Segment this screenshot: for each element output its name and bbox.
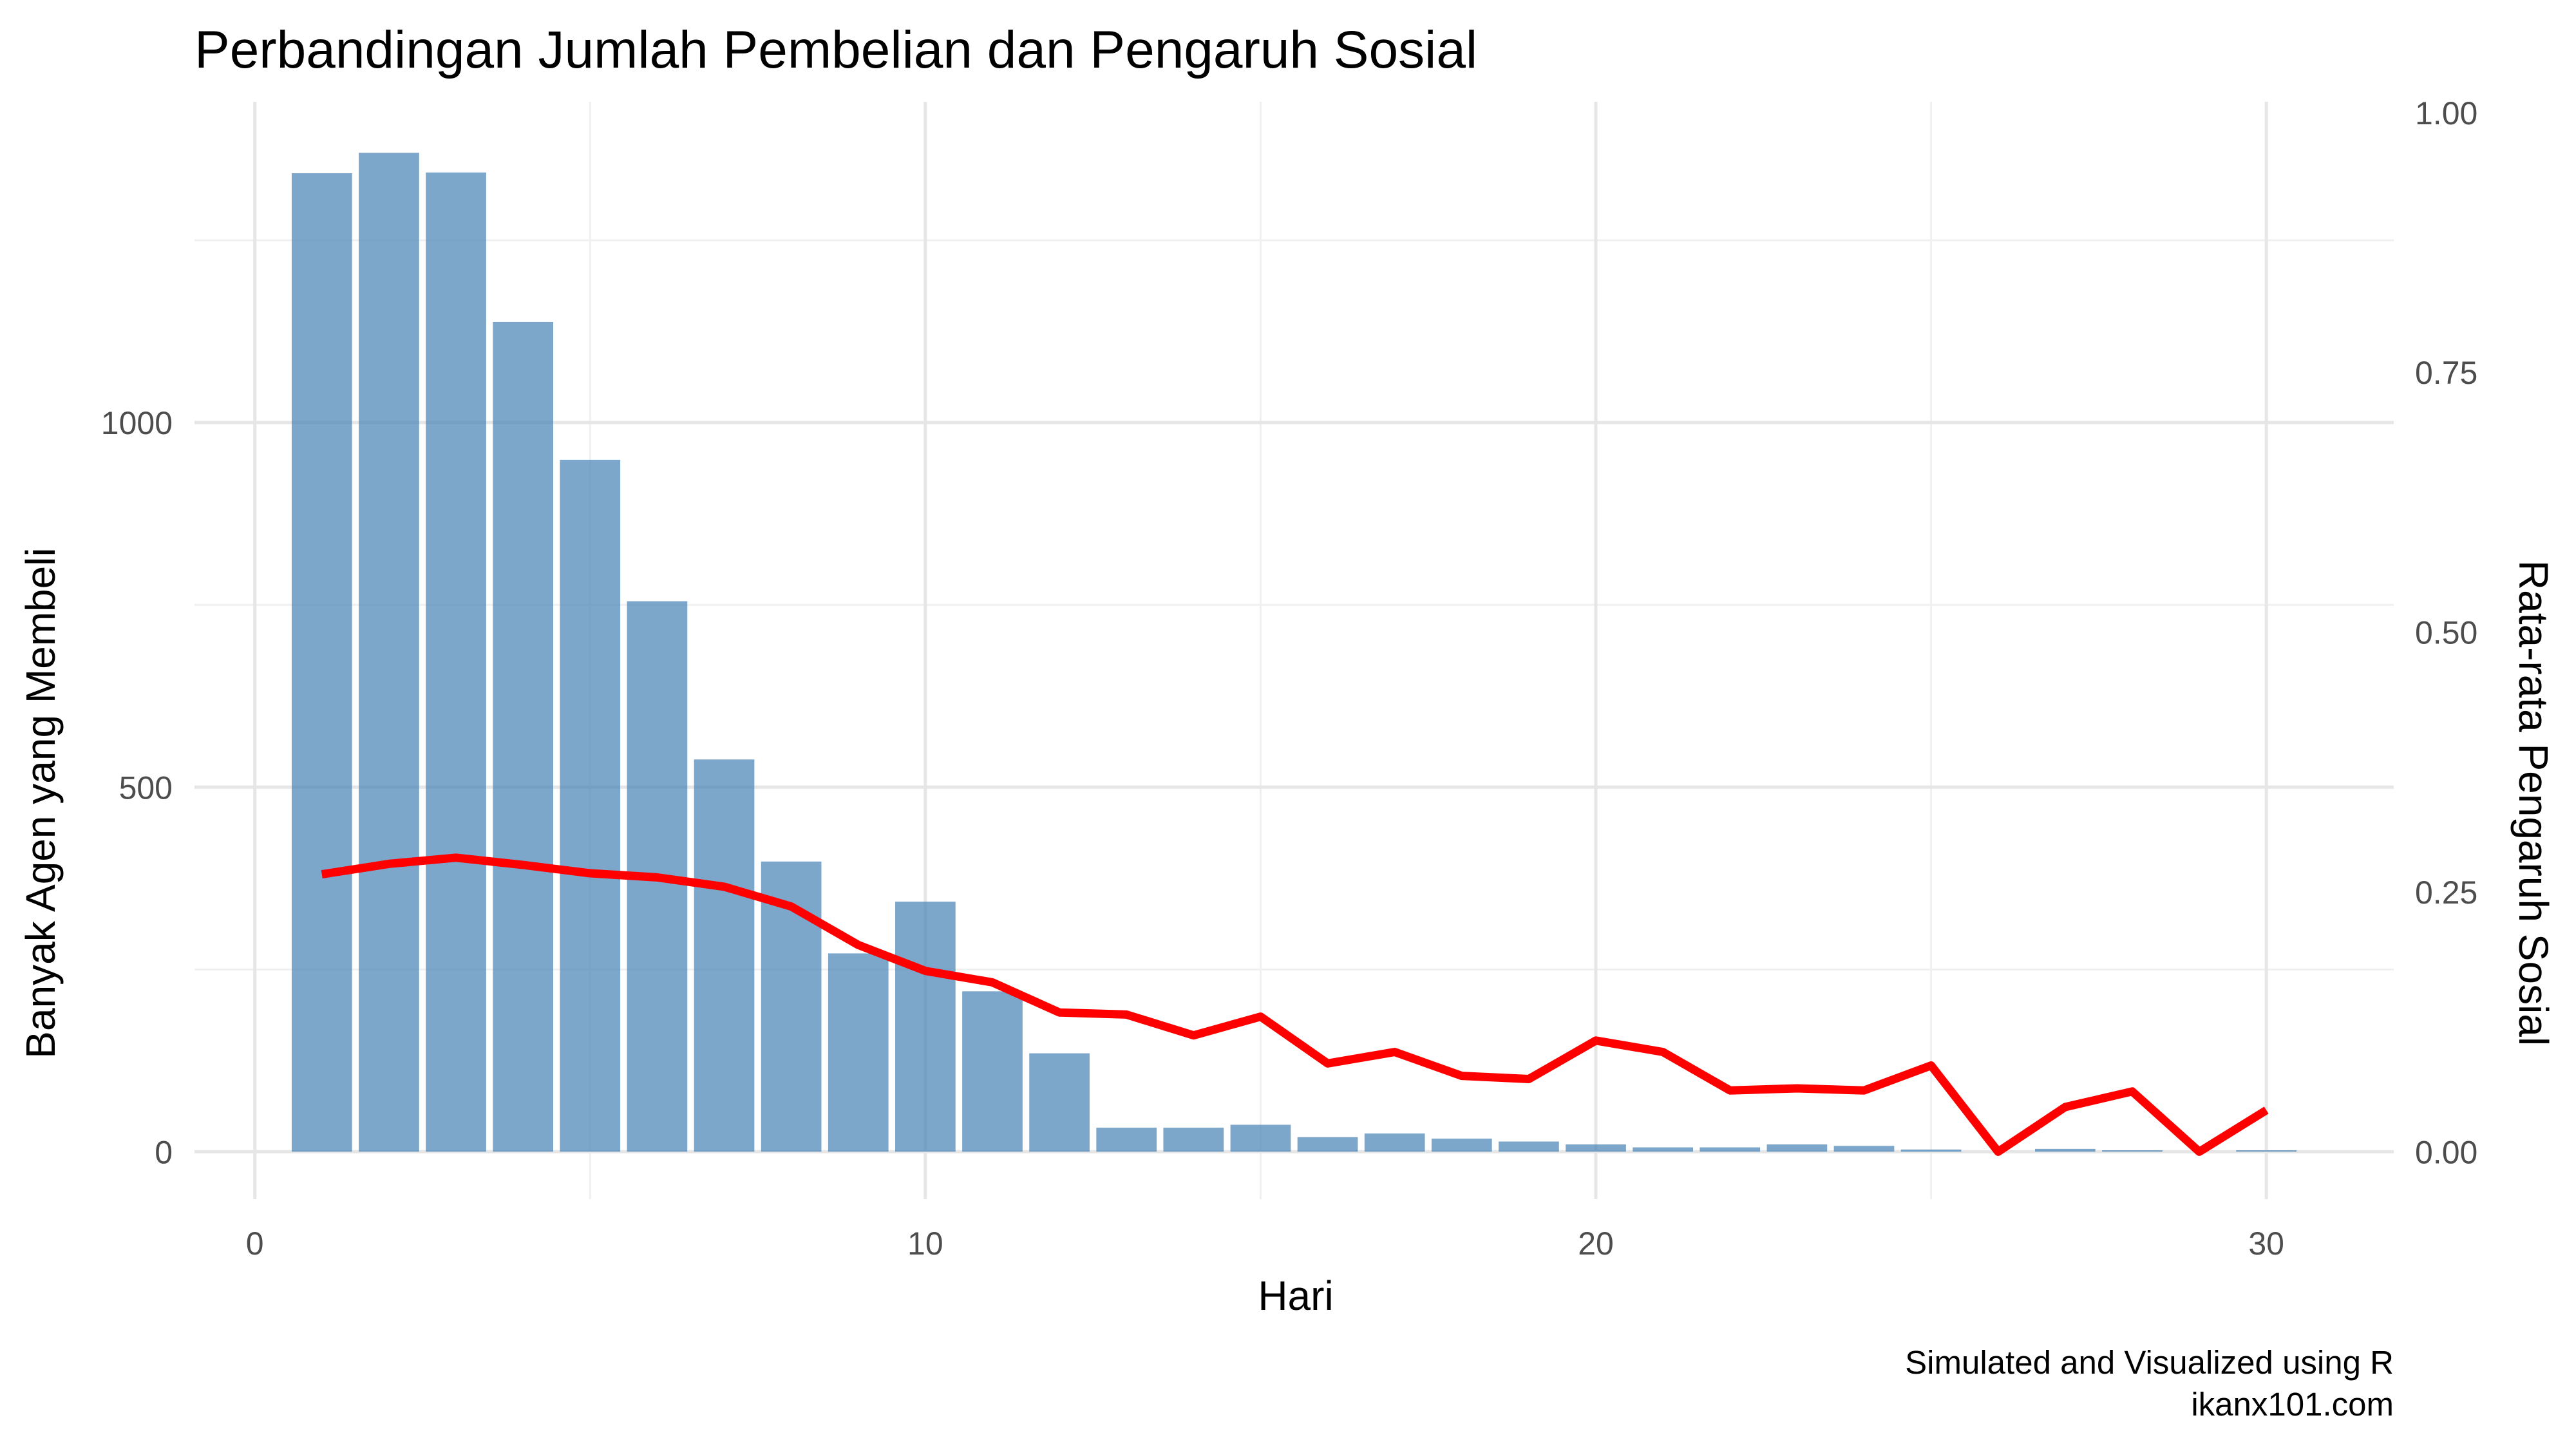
line-layer bbox=[321, 853, 2269, 1156]
bar-day-24 bbox=[1833, 1146, 1895, 1152]
social-influence-line bbox=[321, 853, 2269, 1156]
y2-tick-label: 0.75 bbox=[2415, 355, 2477, 391]
bar-day-14 bbox=[1163, 1128, 1224, 1152]
ticks: 0 10 20 30 0 500 1000 0.00 0.25 0.50 0.75 1.00 bbox=[101, 95, 2478, 1262]
bar-day-22 bbox=[1700, 1147, 1761, 1152]
x-tick-label: 10 bbox=[907, 1226, 943, 1262]
bar-day-7 bbox=[694, 759, 755, 1152]
caption-line1: Simulated and Visualized using R bbox=[1905, 1344, 2394, 1381]
x-axis-title: Hari bbox=[1258, 1273, 1333, 1319]
bar-day-10 bbox=[895, 902, 956, 1152]
y-tick-label: 0 bbox=[155, 1134, 173, 1170]
bars bbox=[291, 153, 2297, 1152]
bar-day-16 bbox=[1297, 1137, 1358, 1152]
y2-tick-label: 0.00 bbox=[2415, 1134, 2477, 1170]
bar-day-19 bbox=[1499, 1141, 1559, 1152]
y-axis-title: Banyak Agen yang Membeli bbox=[17, 547, 64, 1058]
bar-day-12 bbox=[1029, 1053, 1090, 1152]
bar-day-1 bbox=[291, 173, 352, 1152]
bar-day-13 bbox=[1096, 1128, 1157, 1152]
y-tick-label: 500 bbox=[119, 770, 173, 806]
x-tick-label: 30 bbox=[2248, 1226, 2284, 1262]
bar-day-20 bbox=[1566, 1144, 1626, 1152]
x-tick-label: 20 bbox=[1578, 1226, 1614, 1262]
bar-day-15 bbox=[1230, 1124, 1291, 1152]
bar-day-11 bbox=[962, 991, 1023, 1152]
y-tick-label: 1000 bbox=[101, 405, 173, 441]
y2-axis-title: Rata-rata Pengaruh Sosial bbox=[2510, 560, 2557, 1046]
bar-day-18 bbox=[1431, 1139, 1492, 1152]
y2-tick-label: 0.50 bbox=[2415, 615, 2477, 651]
bar-day-4 bbox=[493, 321, 554, 1152]
bar-day-30 bbox=[2236, 1150, 2297, 1152]
bar-day-17 bbox=[1364, 1133, 1425, 1152]
bar-day-3 bbox=[426, 172, 486, 1152]
chart-title: Perbandingan Jumlah Pembelian dan Pengar… bbox=[194, 21, 1477, 79]
x-tick-label: 0 bbox=[246, 1226, 264, 1262]
y2-tick-label: 0.25 bbox=[2415, 875, 2477, 911]
y2-tick-label: 1.00 bbox=[2415, 95, 2477, 131]
bar-day-23 bbox=[1766, 1144, 1828, 1152]
bar-day-2 bbox=[359, 153, 419, 1152]
bar-day-21 bbox=[1633, 1147, 1693, 1152]
bar-day-5 bbox=[560, 459, 621, 1152]
bar-day-25 bbox=[1900, 1150, 1962, 1152]
bar-day-28 bbox=[2102, 1150, 2163, 1152]
bar-day-9 bbox=[828, 953, 889, 1152]
bar-day-27 bbox=[2034, 1148, 2096, 1152]
caption-line2: ikanx101.com bbox=[2191, 1386, 2394, 1423]
